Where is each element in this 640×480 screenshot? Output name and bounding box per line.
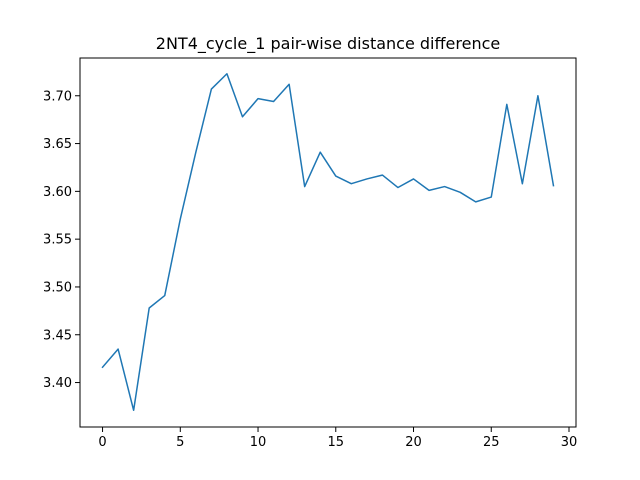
y-tick-label: 3.60 [43,185,72,200]
x-axis: 0 5 10 15 20 25 30 [98,427,577,450]
x-tick-label: 15 [328,435,345,450]
x-tick-label: 5 [176,435,184,450]
chart-title: 2NT4_cycle_1 pair-wise distance differen… [156,34,500,54]
x-tick-label: 10 [250,435,267,450]
x-tick-label: 30 [561,435,578,450]
y-axis: 3.40 3.45 3.50 3.55 3.60 3.65 3.70 [43,89,80,391]
series-line [101,73,555,412]
x-tick-label: 25 [483,435,500,450]
y-tick-label: 3.50 [43,280,72,295]
x-tick-label: 0 [98,435,106,450]
x-tick-label: 20 [405,435,422,450]
y-tick-label: 3.40 [43,376,72,391]
plot-area [101,73,555,412]
y-tick-label: 3.65 [43,137,72,152]
y-tick-label: 3.45 [43,328,72,343]
plot-frame [79,57,577,428]
y-tick-label: 3.70 [43,89,72,104]
y-tick-label: 3.55 [43,233,72,248]
